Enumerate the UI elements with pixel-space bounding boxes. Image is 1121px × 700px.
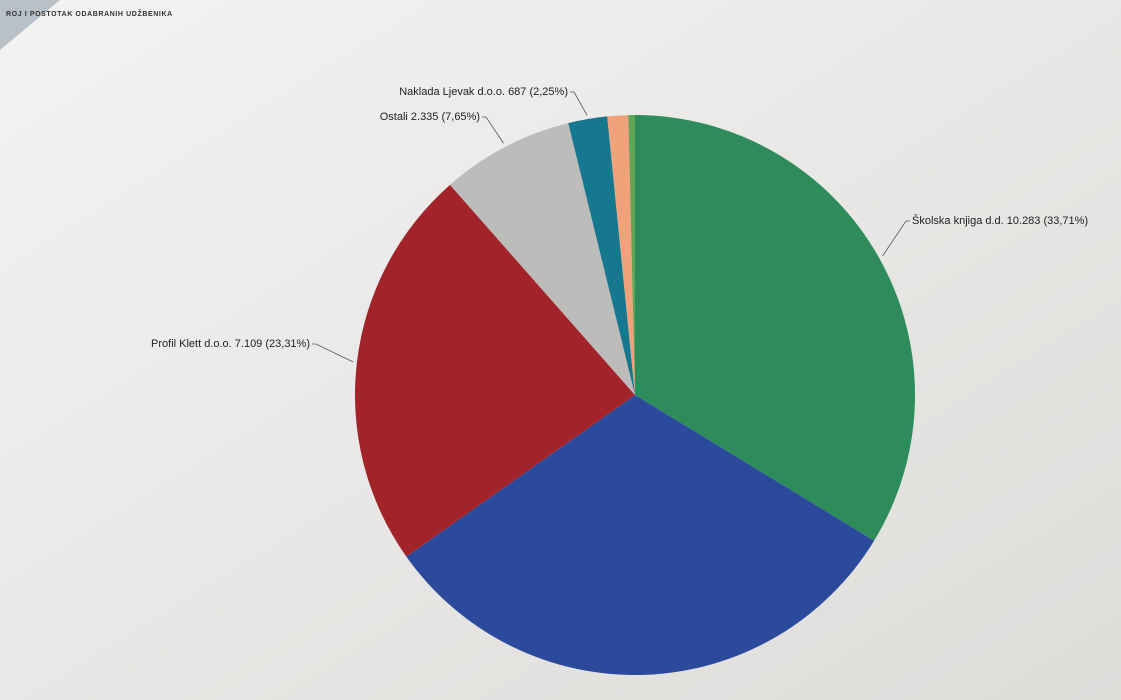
leader-line [882, 220, 910, 257]
pie-slice [406, 395, 875, 675]
edge-shadow [0, 0, 60, 50]
slice-label: Profil Klett d.o.o. 7.109 (23,31%) [151, 338, 310, 350]
slice-label: Školska knjiga d.d. 10.283 (33,71%) [912, 214, 1088, 227]
leader-line [482, 116, 504, 144]
pie-slice [628, 115, 635, 395]
slice-label: Ostali 2.335 (7,65%) [380, 111, 480, 123]
pie-slice [568, 116, 635, 396]
slice-label: Naklada Ljevak d.o.o. 687 (2,25%) [399, 86, 568, 98]
pie-slice [635, 115, 915, 541]
page-header: ROJ I POSTOTAK ODABRANIH UDŽBENIKA [6, 9, 173, 18]
pie-slice [450, 123, 635, 395]
pie-slice [607, 115, 635, 395]
pie-slice [355, 184, 635, 557]
leader-line [312, 343, 354, 363]
leader-line [570, 91, 588, 116]
